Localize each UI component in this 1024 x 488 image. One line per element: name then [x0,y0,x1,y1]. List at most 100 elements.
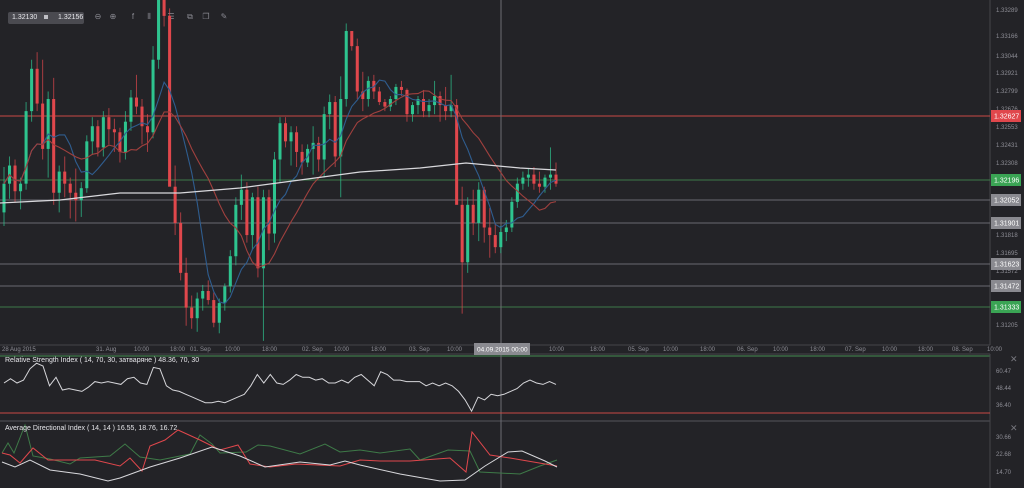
candle-body [195,298,199,319]
candle-body [217,303,221,323]
candle-body [300,151,304,163]
candle-body [394,86,398,100]
bid-price: 1.32130 [12,14,38,21]
candle-body [521,177,525,184]
square-icon [44,15,48,19]
time-tick-label: 18:00 [590,347,606,353]
price-tick-label: 1.31818 [996,233,1018,239]
candle-body [107,117,111,130]
crosshair-time-badge [474,343,530,355]
candle-body [438,96,442,106]
price-level-label: 1.31333 [994,305,1019,312]
time-tick-label: 10:00 [987,347,1003,353]
time-tick-label: 03. Sep [409,347,430,353]
rsi-close-icon[interactable]: ✕ [1010,354,1018,364]
time-tick-label: 18:00 [918,347,934,353]
chart-toolbar: 1.32130 1.32156 ⊖⊕f⫴☰⧉❐✎ [0,0,1024,30]
adx-plus-di-line [1,423,558,475]
candle-body [19,183,23,192]
candle-body [52,99,56,193]
candle-body [179,222,183,273]
candle-body [272,159,276,234]
time-tick-label: 05. Sep [628,347,649,353]
price-tick-label: 1.31695 [996,251,1018,257]
candle-body [24,111,28,184]
candle-body [554,174,558,184]
candle-body [471,204,475,223]
candle-body [46,99,50,149]
ask-price: 1.32156 [58,14,84,21]
time-tick-label: 10:00 [882,347,898,353]
adx-tick-label: 14.70 [996,470,1012,476]
candle-body [317,142,321,160]
price-level-badge [991,301,1021,313]
draw-icon[interactable]: ✎ [220,12,228,21]
candle-body [190,307,194,319]
price-level-badge [991,174,1021,186]
time-tick-label: 10:00 [134,347,150,353]
candle-body [543,177,547,187]
price-level-label: 1.31472 [994,284,1019,291]
price-level-badge [991,217,1021,229]
candle-body [460,204,464,263]
rsi-title: Relative Strength Index ( 14, 70, 30, за… [5,357,200,364]
candlestick-type-icon[interactable]: ⫴ [147,12,151,21]
candle-body [96,126,100,148]
bid-ask-box: 1.32130 1.32156 [8,12,84,24]
adx-close-icon[interactable]: ✕ [1010,423,1018,433]
candle-body [422,99,426,112]
candle-body [57,171,61,193]
candle-body [350,31,354,47]
candle-body [295,132,299,152]
price-tick-label: 1.33044 [996,54,1018,60]
price-tick-label: 1.33166 [996,34,1018,40]
price-tick-label: 1.32921 [996,71,1018,77]
candle-body [168,15,172,187]
zoom-in-icon[interactable]: ⊕ [109,12,117,21]
candle-body [184,272,188,308]
candle-body [30,68,34,112]
copy-icon[interactable]: ❐ [202,12,210,21]
candle-body [123,121,127,152]
candle-body [112,129,116,133]
time-tick-label: 10:00 [447,347,463,353]
adx-tick-label: 22.68 [996,452,1012,458]
ma-slow-line [0,162,557,204]
rsi-tick-label: 36.40 [996,403,1012,409]
price-tick-label: 1.33289 [996,8,1018,14]
candle-body [515,183,519,202]
time-tick-label: 28 Aug 2015 [2,347,36,353]
candle-body [223,286,227,304]
candle-body [278,123,282,160]
price-tick-label: 1.31572 [996,269,1018,275]
candle-body [455,105,459,205]
candle-body [101,117,105,148]
candle-body [289,132,293,142]
candle-body [383,102,387,107]
candle-body [504,227,508,233]
candle-body [157,0,161,60]
candle-body [267,197,271,234]
price-tick-label: 1.32799 [996,89,1018,95]
ma-fast-line [3,79,557,305]
candle-body [13,165,17,192]
candle-body [444,105,448,112]
zoom-out-icon[interactable]: ⊖ [94,12,102,21]
template-icon[interactable]: ⧉ [187,12,193,21]
candle-body [250,197,254,236]
time-tick-label: 01. Sep [190,347,211,353]
candle-body [63,171,67,184]
candle-body [85,141,89,189]
price-level-badge [991,110,1021,122]
time-tick-label: 10:00 [225,347,241,353]
price-level-label: 1.32627 [994,114,1019,121]
price-level-badge [991,194,1021,206]
candle-body [201,290,205,299]
time-tick-label: 06. Sep [737,347,758,353]
candle-body [140,106,144,127]
rsi-line [3,362,557,413]
indicators-icon[interactable]: f [131,12,135,21]
candle-body [399,86,403,90]
rsi-tick-label: 60.47 [996,369,1012,375]
